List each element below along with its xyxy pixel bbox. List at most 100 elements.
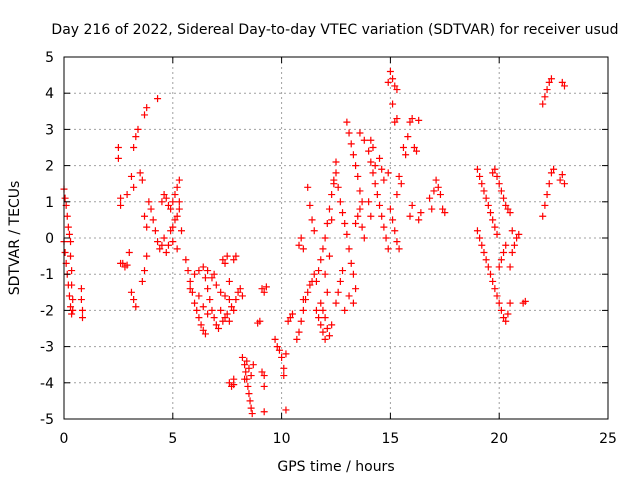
data-point [408, 201, 416, 209]
data-point [323, 325, 331, 332]
data-point [145, 198, 153, 206]
data-point [500, 314, 508, 322]
data-point [486, 270, 494, 278]
data-point [182, 256, 190, 264]
data-point [493, 172, 501, 180]
y-axis-label: SDTVAR / TECUs [7, 181, 23, 296]
data-point [371, 180, 379, 188]
data-point [395, 245, 403, 253]
data-point [358, 198, 366, 206]
data-point [184, 267, 192, 275]
data-point [186, 285, 194, 293]
data-point [389, 100, 397, 108]
data-point [321, 314, 329, 322]
data-point [193, 306, 201, 314]
data-point [208, 274, 216, 282]
data-point [158, 198, 166, 206]
data-point [402, 151, 410, 159]
data-point [560, 180, 568, 188]
data-point [225, 277, 233, 285]
data-point [173, 183, 181, 191]
data-point [262, 283, 270, 291]
data-point [286, 314, 294, 322]
data-point [393, 191, 401, 199]
data-point [219, 317, 227, 325]
data-point [117, 259, 125, 267]
data-point [336, 198, 344, 206]
data-point [497, 187, 505, 195]
data-point [127, 288, 135, 296]
data-point [217, 288, 225, 296]
data-point [325, 332, 333, 340]
data-point [249, 361, 257, 369]
data-point [308, 216, 316, 224]
data-point [367, 136, 375, 144]
data-point [123, 191, 131, 199]
data-point [321, 335, 329, 343]
data-point [539, 212, 547, 220]
x-axis-tick-labels: 0 5 10 15 20 25 [60, 431, 617, 447]
data-point [247, 372, 255, 380]
data-point [334, 288, 342, 296]
data-point [191, 270, 199, 278]
data-point [258, 368, 266, 376]
data-point [204, 285, 212, 293]
data-point [380, 176, 388, 184]
data-point [138, 176, 146, 184]
data-point [199, 263, 207, 271]
data-point [504, 310, 512, 318]
data-point [386, 67, 394, 75]
y-tick-label: -3 [40, 340, 54, 356]
data-point [78, 306, 86, 314]
data-point [319, 306, 327, 314]
data-point [67, 303, 75, 311]
data-point [389, 75, 397, 83]
data-point [114, 154, 122, 162]
data-point [406, 212, 414, 220]
y-axis-tick-labels: -5 -4 -3 -2 -1 0 1 2 3 4 5 [40, 50, 54, 428]
data-point [543, 86, 551, 94]
data-point [306, 201, 314, 209]
data-point [132, 303, 140, 311]
data-point [244, 382, 252, 390]
data-point [158, 241, 166, 249]
data-point [371, 162, 379, 170]
data-point [491, 285, 499, 293]
data-point [495, 263, 503, 271]
data-point [489, 277, 497, 285]
data-point [123, 261, 131, 269]
data-point [369, 169, 377, 177]
data-point [319, 328, 327, 336]
data-point [212, 321, 220, 329]
data-point [428, 205, 436, 213]
data-point [332, 169, 340, 177]
data-point [513, 234, 521, 242]
data-point [61, 194, 69, 202]
data-point [391, 82, 399, 90]
data-point [484, 263, 492, 271]
data-point [349, 151, 357, 159]
data-point [336, 277, 344, 285]
data-point [376, 201, 384, 209]
data-point [280, 372, 288, 380]
data-point [493, 230, 501, 238]
data-point [500, 248, 508, 256]
data-point [154, 238, 162, 246]
data-point [312, 306, 320, 314]
data-point [556, 176, 564, 184]
data-point [299, 296, 307, 304]
data-point [506, 299, 514, 307]
data-point [280, 364, 288, 372]
data-point [195, 267, 203, 275]
data-point [164, 201, 172, 209]
data-point [162, 194, 170, 202]
data-point [345, 129, 353, 137]
data-point [393, 238, 401, 246]
y-tick-label: -1 [40, 267, 54, 283]
data-point [393, 115, 401, 123]
data-point [127, 172, 135, 180]
data-point [558, 171, 566, 179]
data-point [221, 314, 229, 322]
data-point [68, 267, 76, 275]
data-point [130, 144, 138, 151]
